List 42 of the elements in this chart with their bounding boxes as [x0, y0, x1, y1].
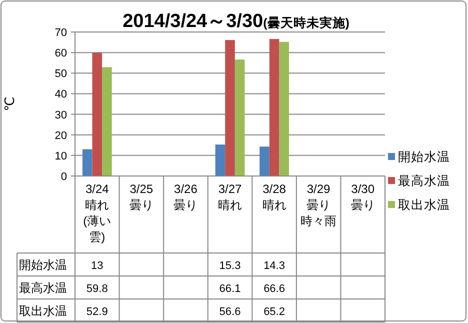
- bar: [102, 67, 112, 176]
- legend-label: 取出水温: [398, 198, 450, 212]
- x-tick-label: 3/28 晴れ: [261, 181, 288, 213]
- legend-label: 開始水温: [398, 150, 450, 164]
- x-tick-label: 3/26 曇り: [172, 181, 199, 213]
- chart-subtitle: (曇天時未実施): [263, 15, 350, 30]
- data-label: 65.2: [264, 306, 285, 318]
- data-label: 66.6: [264, 283, 285, 295]
- y-tick-label: 60: [54, 48, 67, 60]
- x-tick-label: 3/29 曇り時々雨: [300, 181, 337, 229]
- bar: [234, 60, 245, 176]
- y-tick-label: 40: [54, 88, 67, 101]
- y-tick-label: 70: [54, 27, 67, 39]
- text: 取出水温: [19, 304, 67, 318]
- bar: [260, 146, 270, 176]
- data-label: 14.3: [264, 260, 285, 272]
- bar: [269, 38, 280, 176]
- data-label: 52.9: [86, 306, 108, 318]
- x-tick-label: 3/27 晴れ: [217, 181, 243, 213]
- y-tick-label: 0: [60, 171, 67, 183]
- chart-title: 2014/3/24～3/30: [122, 11, 264, 32]
- y-tick-label: 30: [54, 109, 67, 122]
- bar: [279, 42, 289, 176]
- data-label: 15.3: [219, 260, 241, 272]
- x-tick-label: 3/24 晴れ(薄い雲): [82, 181, 112, 245]
- bar: [215, 144, 226, 176]
- y-tick-label: 10: [54, 150, 67, 162]
- x-tick-label: 3/25 曇り: [128, 181, 154, 213]
- data-label: 59.8: [86, 283, 108, 295]
- y-tick-label: 20: [54, 130, 67, 142]
- text: 開始水温: [19, 258, 67, 272]
- bar: [92, 52, 102, 176]
- y-tick-label: 50: [54, 68, 67, 80]
- legend-label: 最高水温: [398, 173, 450, 188]
- data-label: 13: [91, 260, 104, 272]
- y-axis-title: ℃: [2, 96, 17, 112]
- x-tick-label: 3/30 曇り: [350, 181, 376, 213]
- bar: [225, 40, 235, 176]
- data-label: 66.1: [219, 283, 241, 295]
- text: 最高水温: [19, 281, 67, 295]
- bar: [82, 149, 92, 176]
- data-label: 56.6: [219, 306, 241, 318]
